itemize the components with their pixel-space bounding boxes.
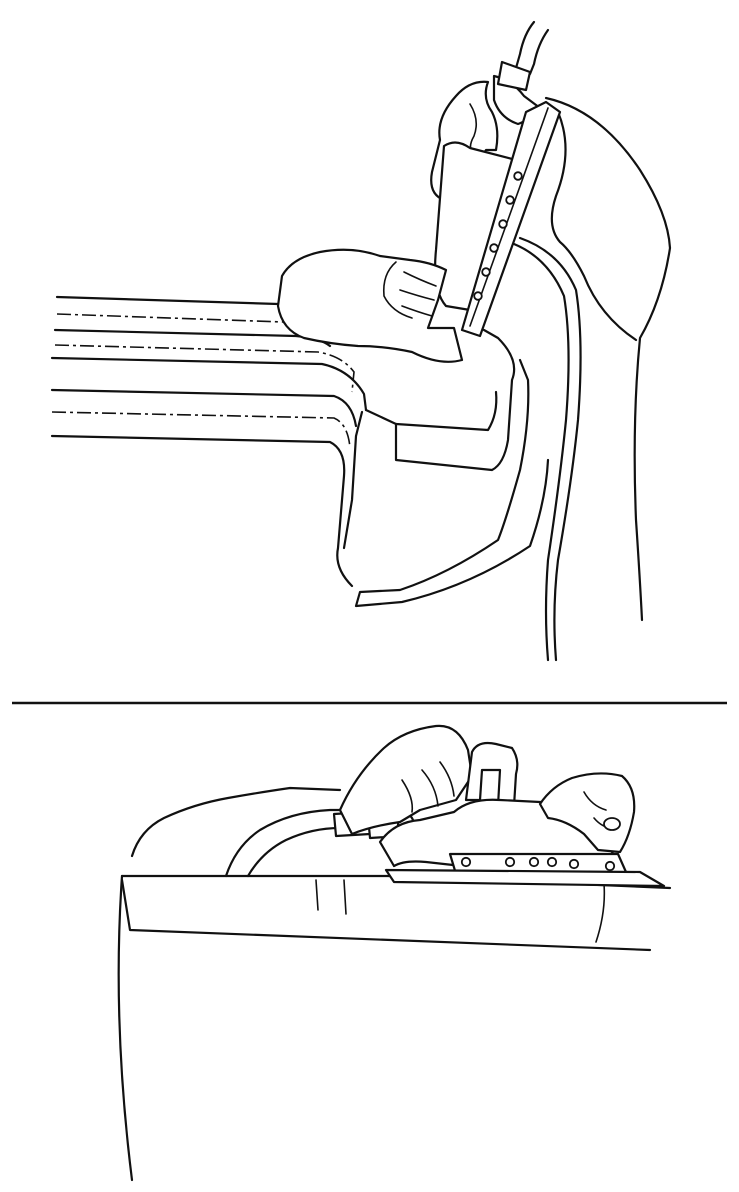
vehicle-panel: [117, 874, 672, 1182]
air-hose-upper: [512, 20, 582, 662]
operator-arm-right: [544, 96, 672, 622]
sander-horizontal: [378, 741, 666, 888]
sander-hole: [568, 858, 580, 870]
knuckle: [603, 817, 621, 831]
lower-panel: [117, 724, 672, 1182]
sander-hole: [489, 243, 499, 253]
sander-hole: [546, 856, 558, 868]
sander-hole: [481, 267, 491, 277]
upper-panel: [50, 20, 672, 662]
sander-hole: [513, 171, 523, 181]
sander-hole: [528, 856, 540, 868]
panel-outline: [50, 295, 550, 608]
operator-sleeve: [130, 786, 348, 878]
sander-hole: [504, 856, 516, 868]
sander-hole: [604, 860, 616, 872]
hand-on-handle: [338, 724, 474, 836]
sander-hole: [498, 219, 508, 229]
lower-hand: [276, 248, 464, 363]
sander-hole: [473, 291, 483, 301]
sander-hole: [505, 195, 515, 205]
hand-on-pad: [538, 772, 636, 854]
sander-hole: [460, 856, 472, 868]
sander-vertical: [434, 60, 562, 338]
